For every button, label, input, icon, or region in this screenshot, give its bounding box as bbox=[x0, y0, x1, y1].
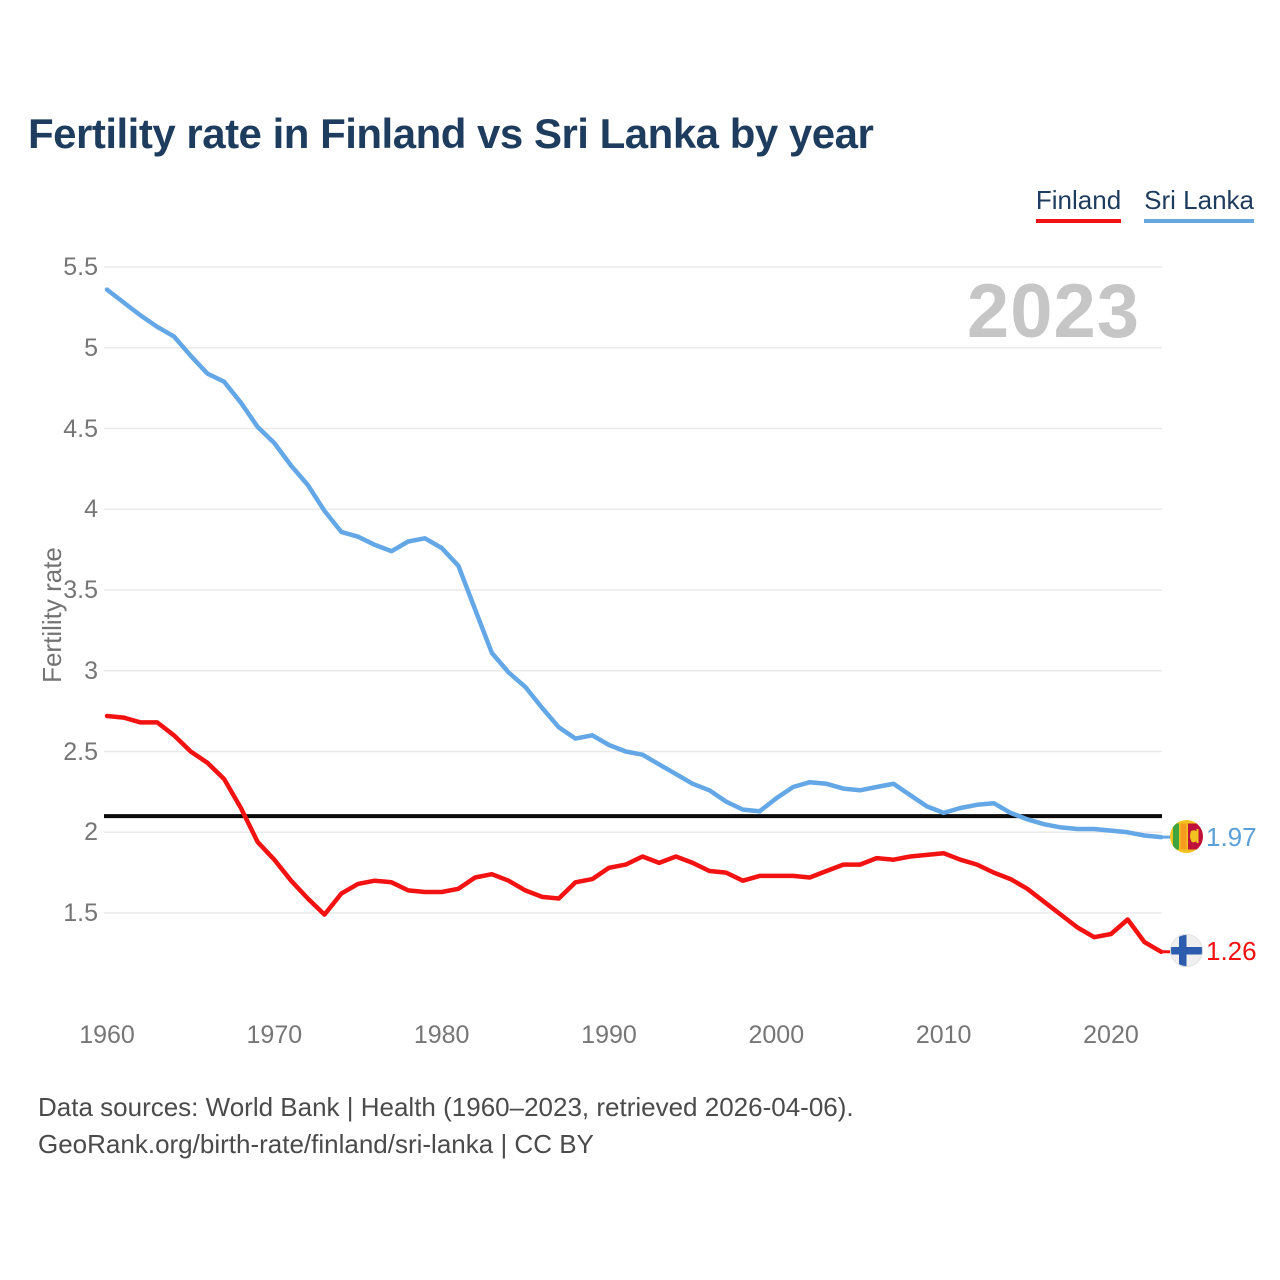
legend: Finland Sri Lanka bbox=[1035, 185, 1254, 223]
legend-item-sri-lanka[interactable]: Sri Lanka bbox=[1144, 185, 1254, 223]
x-tick-label: 1980 bbox=[413, 1021, 470, 1049]
sri-lanka-flag-icon bbox=[1170, 820, 1203, 853]
finland-flag-icon bbox=[1170, 934, 1203, 967]
y-tick-label: 1.5 bbox=[63, 899, 98, 927]
x-tick-label: 1970 bbox=[246, 1021, 303, 1049]
x-tick-label: 2000 bbox=[748, 1021, 805, 1049]
finland-end-value: 1.26 bbox=[1206, 936, 1257, 966]
year-watermark: 2023 bbox=[966, 269, 1140, 354]
legend-item-finland[interactable]: Finland bbox=[1035, 185, 1122, 223]
x-tick-label: 1960 bbox=[79, 1021, 135, 1049]
y-tick-label: 2 bbox=[84, 818, 98, 847]
y-tick-label: 4.5 bbox=[63, 414, 98, 443]
series-line-sri-lanka[interactable] bbox=[104, 287, 1164, 840]
y-tick-label: 2.5 bbox=[63, 737, 98, 766]
y-tick-label: 3.5 bbox=[63, 576, 98, 604]
source-attribution: Data sources: World Bank | Health (1960–… bbox=[38, 1089, 854, 1163]
y-tick-label: 5.5 bbox=[63, 253, 98, 281]
data-source-line: Data sources: World Bank | Health (1960–… bbox=[38, 1092, 854, 1122]
x-tick-label: 2020 bbox=[1083, 1021, 1139, 1049]
x-tick-label: 2010 bbox=[915, 1021, 972, 1049]
sri-lanka-end-value: 1.97 bbox=[1206, 822, 1257, 852]
series-line-finland[interactable] bbox=[104, 713, 1164, 955]
y-tick-label: 5 bbox=[84, 333, 98, 362]
y-tick-label: 3 bbox=[84, 656, 98, 685]
x-tick-label: 1990 bbox=[581, 1021, 637, 1049]
license-line: GeoRank.org/birth-rate/finland/sri-lanka… bbox=[38, 1129, 594, 1159]
y-tick-label: 4 bbox=[84, 495, 98, 524]
chart-title: Fertility rate in Finland vs Sri Lanka b… bbox=[28, 110, 874, 157]
